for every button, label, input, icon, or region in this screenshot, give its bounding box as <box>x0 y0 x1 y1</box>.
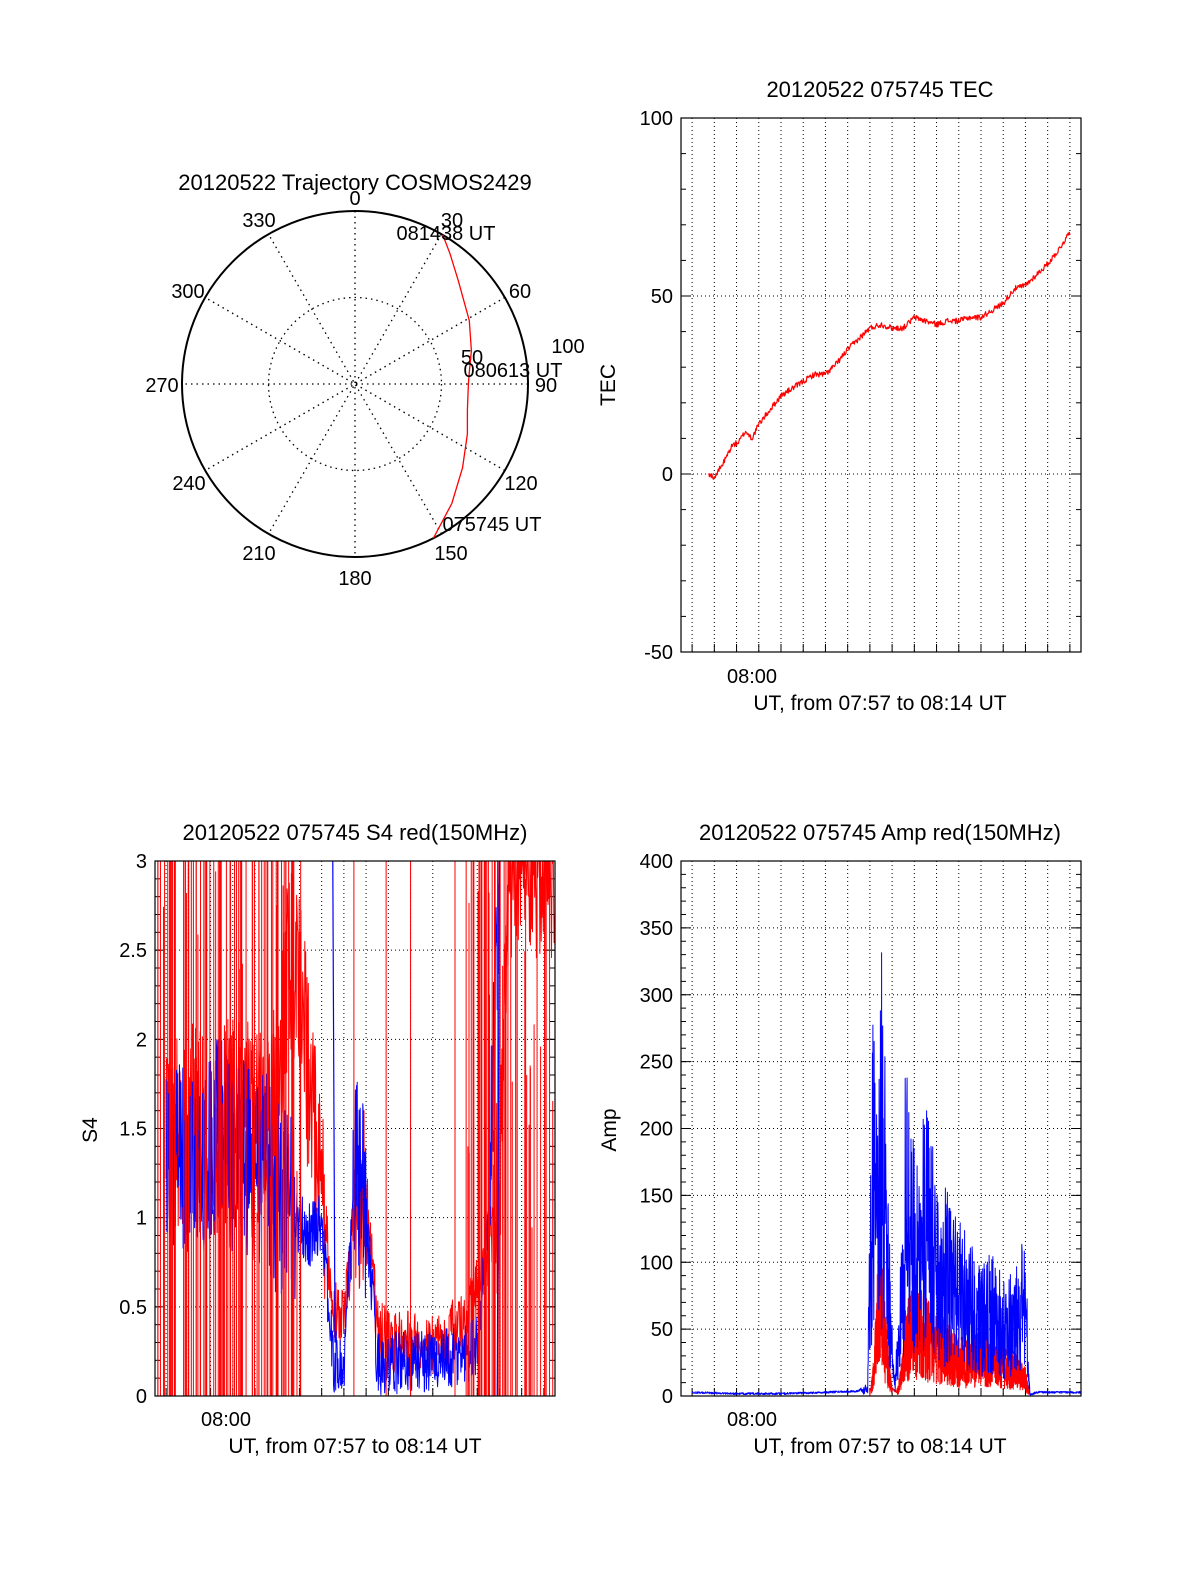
s4-panel: 20120522 075745 S4 red(150MHz) S4 UT, fr… <box>79 820 556 1458</box>
tec-frame <box>680 117 1082 653</box>
s4-ylabel: S4 <box>79 1117 102 1143</box>
amp-xlabel: UT, from 07:57 to 08:14 UT <box>753 1435 1006 1458</box>
polar-title: 20120522 Trajectory COSMOS2429 <box>178 170 531 195</box>
polar-inner-circle <box>267 296 443 472</box>
polar-spoke <box>267 233 443 535</box>
polar-grid <box>181 210 529 558</box>
series-line-blue <box>691 952 1082 1397</box>
polar-angle-label: 210 <box>242 543 275 565</box>
polar-radius-label: 100 <box>551 336 584 358</box>
polar-spoke <box>204 296 506 472</box>
polar-angle-label: 330 <box>242 210 275 232</box>
polar-angle-label: 90 <box>535 375 557 397</box>
y-tick-label: -50 <box>644 642 673 664</box>
polar-start-label: 075745 UT <box>443 514 542 536</box>
s4-xlabel: UT, from 07:57 to 08:14 UT <box>228 1435 481 1458</box>
polar-outer-circle <box>181 210 529 558</box>
polar-mid-label: 080613 UT <box>464 360 563 382</box>
tec-grid: -50 0 50 100 <box>640 108 1081 664</box>
y-tick-label: 0 <box>662 464 673 486</box>
y-tick-label: 350 <box>640 918 673 940</box>
polar-angle-label: 180 <box>338 568 371 590</box>
tec-xlabel: UT, from 07:57 to 08:14 UT <box>753 692 1006 715</box>
polar-trajectory-panel: 20120522 Trajectory COSMOS2429 0 30 60 90 12… <box>145 170 584 590</box>
amp-frame <box>680 860 1082 1397</box>
y-tick-label: 1.5 <box>119 1119 147 1141</box>
amp-ylabel: Amp <box>598 1108 621 1151</box>
amp-title: 20120522 075745 Amp red(150MHz) <box>699 820 1061 845</box>
y-tick-label: 200 <box>640 1119 673 1141</box>
y-tick-label: 0.5 <box>119 1297 147 1319</box>
series-line-red <box>708 231 1071 480</box>
y-tick-label: 100 <box>640 1252 673 1274</box>
y-tick-label: 0 <box>136 1386 147 1408</box>
polar-spoke <box>204 296 506 472</box>
tec-xtick-label: 08:00 <box>727 666 777 688</box>
polar-angle-label: 60 <box>509 281 531 303</box>
y-tick-label: 100 <box>640 108 673 130</box>
y-tick-label: 250 <box>640 1052 673 1074</box>
polar-end-label: 081438 UT <box>397 223 496 245</box>
polar-angle-label: 270 <box>145 375 178 397</box>
polar-angle-label: 300 <box>171 281 204 303</box>
tec-title: 20120522 075745 TEC <box>766 77 993 102</box>
tec-panel: 20120522 075745 TEC TEC UT, from 07:57 t… <box>597 77 1082 715</box>
polar-angle-label: 30 <box>441 210 463 232</box>
y-tick-label: 2.5 <box>119 940 147 962</box>
polar-marks: 0 30 60 90 120 150 180 210 240 270 300 330 50 100 0757… <box>145 188 584 590</box>
polar-radius-label: 50 <box>461 347 483 369</box>
s4-xtick-label: 08:00 <box>201 1409 251 1431</box>
y-tick-label: 1 <box>136 1208 147 1230</box>
polar-trajectory-line <box>432 234 473 539</box>
polar-angle-label: 120 <box>504 473 537 495</box>
s4-title: 20120522 075745 S4 red(150MHz) <box>183 820 528 845</box>
y-tick-label: 3 <box>136 851 147 873</box>
amp-panel: 20120522 075745 Amp red(150MHz) Amp UT, … <box>598 820 1082 1458</box>
amp-xtick-label: 08:00 <box>727 1409 777 1431</box>
y-tick-label: 0 <box>662 1386 673 1408</box>
tec-ylabel: TEC <box>597 364 620 406</box>
y-tick-label: 150 <box>640 1185 673 1207</box>
series-spike-blue <box>332 860 336 1343</box>
polar-angle-label: 0 <box>349 188 360 210</box>
y-tick-label: 50 <box>651 286 673 308</box>
tec-marks <box>708 231 1071 480</box>
y-tick-label: 400 <box>640 851 673 873</box>
polar-angle-label: 240 <box>172 473 205 495</box>
polar-angle-label: 150 <box>434 543 467 565</box>
s4-marks <box>157 860 556 1397</box>
s4-frame <box>154 860 556 1397</box>
amp-marks <box>691 952 1082 1397</box>
y-tick-label: 300 <box>640 985 673 1007</box>
series-spike-blue <box>496 860 501 1397</box>
y-tick-label: 2 <box>136 1029 147 1051</box>
polar-spoke <box>267 233 443 535</box>
y-tick-label: 50 <box>651 1319 673 1341</box>
